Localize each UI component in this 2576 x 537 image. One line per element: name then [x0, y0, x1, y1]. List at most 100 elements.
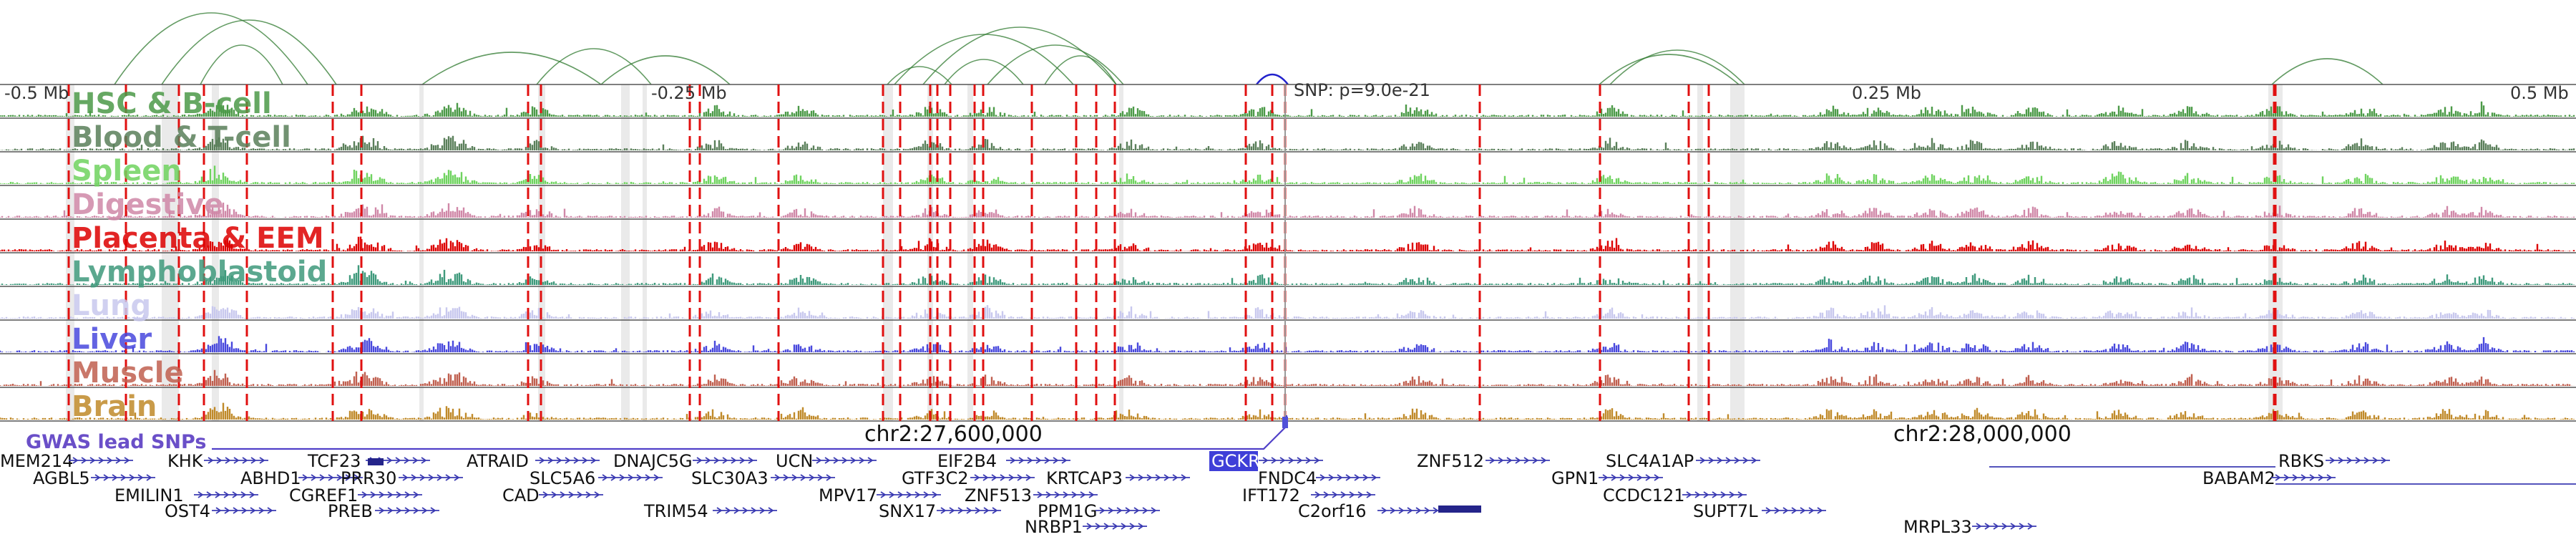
gene-label[interactable]: IFT172	[1242, 485, 1300, 505]
gene-strand-arrows	[2271, 474, 2336, 481]
gene-label[interactable]: UCN	[776, 451, 813, 471]
gene-label[interactable]: ABHD1	[240, 468, 301, 488]
axis-mid-left-label: -0.25 Mb	[651, 83, 727, 103]
gene-label[interactable]: SNX17	[879, 501, 936, 521]
gene-label[interactable]: SLC5A6	[530, 468, 595, 488]
gene-label[interactable]: OST4	[165, 501, 210, 521]
chromatin-loop-arc	[1609, 49, 1745, 85]
gene-annotation-track: MEM214 KHK TCF23 ATRAID DNAJC5G UCN EIF2B4 GCKR…	[0, 451, 2576, 537]
gene-strand-arrows	[1696, 457, 1760, 464]
gene-label[interactable]: BABAM2	[2202, 468, 2275, 488]
gene-label[interactable]: DNAJC5G	[613, 451, 693, 471]
gene-strand-arrows	[91, 474, 155, 481]
gene-strand-arrows	[2326, 457, 2390, 464]
chromatin-loop-arc	[600, 55, 731, 85]
gene-strand-arrows	[1006, 457, 1070, 464]
gene-label[interactable]: KRTCAP3	[1046, 468, 1123, 488]
gwas-lead-snps-label: GWAS lead SNPs	[26, 431, 206, 453]
gene-strand-arrows	[194, 491, 258, 498]
gene-label[interactable]: GPN1	[1551, 468, 1599, 488]
gene-strand-arrows	[1126, 474, 1190, 481]
gene-label[interactable]: MPV17	[819, 485, 877, 505]
signal-track-6	[0, 305, 2575, 319]
gene-strand-arrows	[535, 457, 600, 464]
gene-exon-block	[368, 458, 384, 465]
track-label: Blood & T-cell	[72, 121, 291, 154]
gene-highlight	[1209, 451, 1258, 471]
signal-track-4	[0, 236, 2575, 251]
gene-label[interactable]: RBKS	[2278, 451, 2324, 471]
gene-label[interactable]: CCDC121	[1603, 485, 1685, 505]
track-label: Lung	[72, 289, 151, 322]
gene-label[interactable]: C2orf16	[1298, 501, 1367, 521]
gene-strand-arrows	[713, 507, 777, 514]
gene-label[interactable]: SLC30A3	[691, 468, 769, 488]
gene-strand-arrows	[204, 457, 268, 464]
coord-left-label: chr2:27,600,000	[864, 422, 1043, 447]
gene-strand-arrows	[1762, 507, 1826, 514]
gene-strand-arrows	[812, 457, 877, 464]
gwas-connector-line	[212, 415, 1288, 450]
signal-track-2	[0, 165, 2575, 184]
gene-label[interactable]: SUPT7L	[1693, 501, 1758, 521]
gene-label[interactable]: ATRAID	[467, 451, 529, 471]
signal-track-9	[0, 402, 2575, 420]
axis-left-label: -0.5 Mb	[4, 83, 69, 103]
gene-label[interactable]: FNDC4	[1258, 468, 1317, 488]
gene-label[interactable]: TCF23	[307, 451, 361, 471]
gene-label[interactable]: SLC4A1AP	[1606, 451, 1694, 471]
gene-strand-arrows	[375, 507, 439, 514]
gene-strand-arrows	[1311, 491, 1375, 498]
signal-track-1	[0, 135, 2575, 150]
signal-track-8	[0, 369, 2575, 386]
track-label: Brain	[72, 390, 157, 423]
gene-label[interactable]: MRPL33	[1903, 517, 1972, 537]
chromatin-loop-arc	[944, 59, 1024, 85]
gene-strand-arrows	[970, 474, 1035, 481]
chromatin-loop-arc	[161, 19, 337, 85]
gene-strand-arrows	[1682, 491, 1747, 498]
chromatin-loop-arc	[114, 12, 308, 85]
gene-label[interactable]: CGREF1	[289, 485, 358, 505]
signal-track-0	[0, 100, 2575, 117]
gene-strand-arrows	[1259, 457, 1323, 464]
chromatin-loop-arc	[536, 48, 652, 85]
gwas-lead-snp-mark	[1282, 417, 1288, 428]
gene-label[interactable]: PRR30	[341, 468, 396, 488]
gene-label[interactable]: TRIM54	[643, 501, 708, 521]
gene-label[interactable]: MEM214	[0, 451, 73, 471]
signal-tracks	[0, 84, 2576, 422]
chromatin-loop-arc	[1599, 54, 1740, 85]
gene-label[interactable]: GTF3C2	[902, 468, 969, 488]
gwas-section: GWAS lead SNPs chr2:27,600,000 chr2:28,0…	[26, 415, 2072, 453]
gene-strand-arrows	[693, 457, 757, 464]
gene-label[interactable]: EMILIN1	[114, 485, 184, 505]
gene-strand-arrows	[1485, 457, 1550, 464]
track-label: Liver	[72, 323, 152, 356]
gene-strand-arrows	[298, 474, 363, 481]
gene-strand-arrows	[539, 491, 603, 498]
gene-strand-arrows	[771, 474, 835, 481]
gene-strand-arrows	[399, 474, 463, 481]
gene-label[interactable]: AGBL5	[33, 468, 90, 488]
gene-strand-arrows	[1599, 474, 1663, 481]
track-label: Digestive	[72, 188, 224, 221]
gene-strand-arrows	[937, 507, 1001, 514]
chromatin-loop-arc	[887, 66, 952, 85]
gene-label[interactable]: KHK	[167, 451, 204, 471]
chromatin-loop-arcs	[114, 12, 2384, 85]
gene-label[interactable]: PPM1G	[1038, 501, 1098, 521]
gene-label[interactable]: ZNF513	[965, 485, 1032, 505]
gene-label[interactable]: ZNF512	[1417, 451, 1484, 471]
track-label: Muscle	[72, 357, 184, 390]
gene-label[interactable]: NRBP1	[1025, 517, 1083, 537]
axis-right-label: 0.5 Mb	[2510, 83, 2569, 103]
gene-strand-arrows	[69, 457, 133, 464]
gene-label[interactable]: PREB	[328, 501, 373, 521]
chromatin-loop-arc	[987, 44, 1124, 85]
gene-label[interactable]: CAD	[502, 485, 540, 505]
gene-strand-arrows	[877, 491, 941, 498]
gene-label[interactable]: GCKR	[1211, 451, 1260, 471]
gene-label[interactable]: EIF2B4	[937, 451, 997, 471]
